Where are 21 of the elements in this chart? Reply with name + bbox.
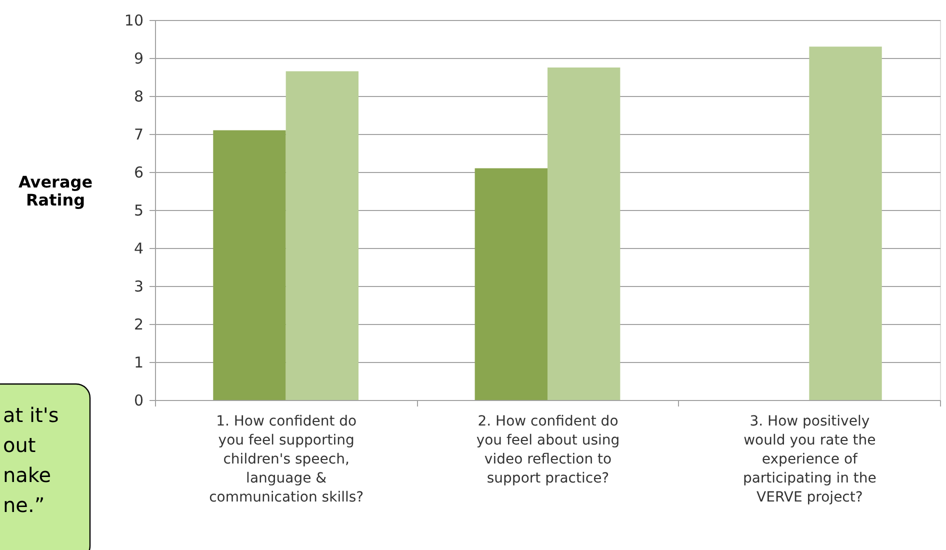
x-tick-label: 1. How confident do you feel supporting children's speech, language & communication skills? xyxy=(209,414,364,506)
bar xyxy=(809,46,882,400)
y-axis-title: Average Rating xyxy=(18,172,93,210)
text: at it's out nake ne.” xyxy=(3,403,59,517)
y-tick-label: 9 xyxy=(134,50,144,68)
x-tick-label: 2. How confident do you feel about using video reflection to support practice? xyxy=(476,414,620,486)
bar xyxy=(286,71,359,400)
x-tick-label: 3. How positively would you rate the experience of participating in the VERVE project? xyxy=(742,414,876,506)
y-tick-label: 2 xyxy=(134,316,144,334)
bar xyxy=(213,130,286,400)
y-tick-label: 10 xyxy=(124,12,144,30)
y-tick-label: 3 xyxy=(134,278,144,296)
bar xyxy=(548,68,620,400)
y-tick-label: 1 xyxy=(134,354,144,372)
y-tick-label: 6 xyxy=(134,164,144,182)
y-tick-label: 5 xyxy=(134,202,144,220)
y-tick-label: 4 xyxy=(134,240,144,258)
bar xyxy=(474,168,548,400)
y-tick-label: 7 xyxy=(134,126,144,144)
y-tick-label: 8 xyxy=(134,88,144,106)
y-tick-label: 0 xyxy=(134,392,144,410)
